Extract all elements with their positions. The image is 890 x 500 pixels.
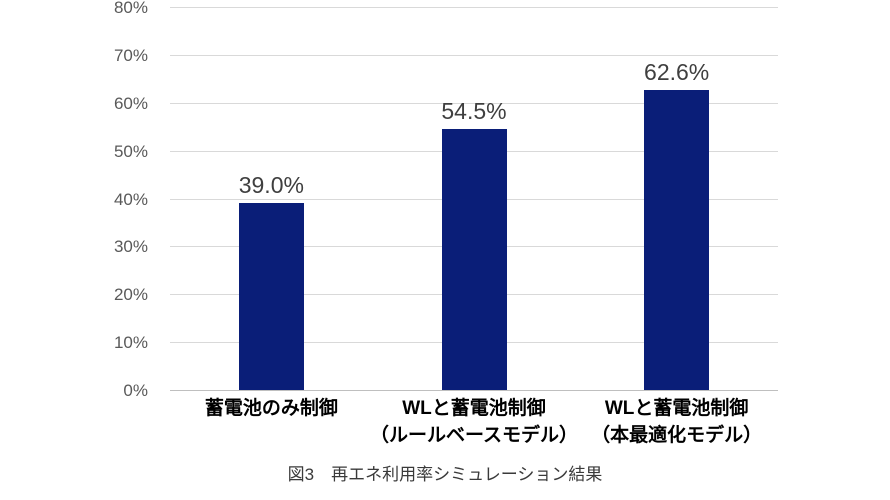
figure-caption: 図3 再エネ利用率シミュレーション結果 [287,465,603,484]
y-axis-tick-label: 50% [113,141,148,161]
bar-3 [644,90,710,390]
y-axis-tick-label: 10% [113,333,148,353]
y-axis-tick-label: 20% [113,285,148,305]
y-axis-tick-label: 60% [113,93,148,113]
gridline [170,7,778,8]
x-axis-line [170,390,778,391]
bar-value-label: 39.0% [238,172,304,199]
gridline [170,54,778,56]
bar-2 [441,129,507,390]
bar-1 [238,203,304,390]
bar-value-label: 54.5% [441,98,507,125]
y-axis-tick-label: 70% [113,45,148,65]
y-axis-tick-label: 80% [113,0,148,17]
y-axis-tick-label: 30% [113,237,148,257]
gridline [170,102,778,104]
y-axis-tick-label: 40% [113,189,148,209]
x-axis-category-label: 蓄電池のみ制御 [204,398,338,419]
x-axis-category-label: WLと蓄電池制御 （ルールベースモデル） [369,398,579,446]
y-axis-tick-label: 0% [123,381,148,400]
x-axis-category-label: WLと蓄電池制御 （本最適化モデル） [591,398,763,446]
bar-value-label: 62.6% [644,59,710,86]
